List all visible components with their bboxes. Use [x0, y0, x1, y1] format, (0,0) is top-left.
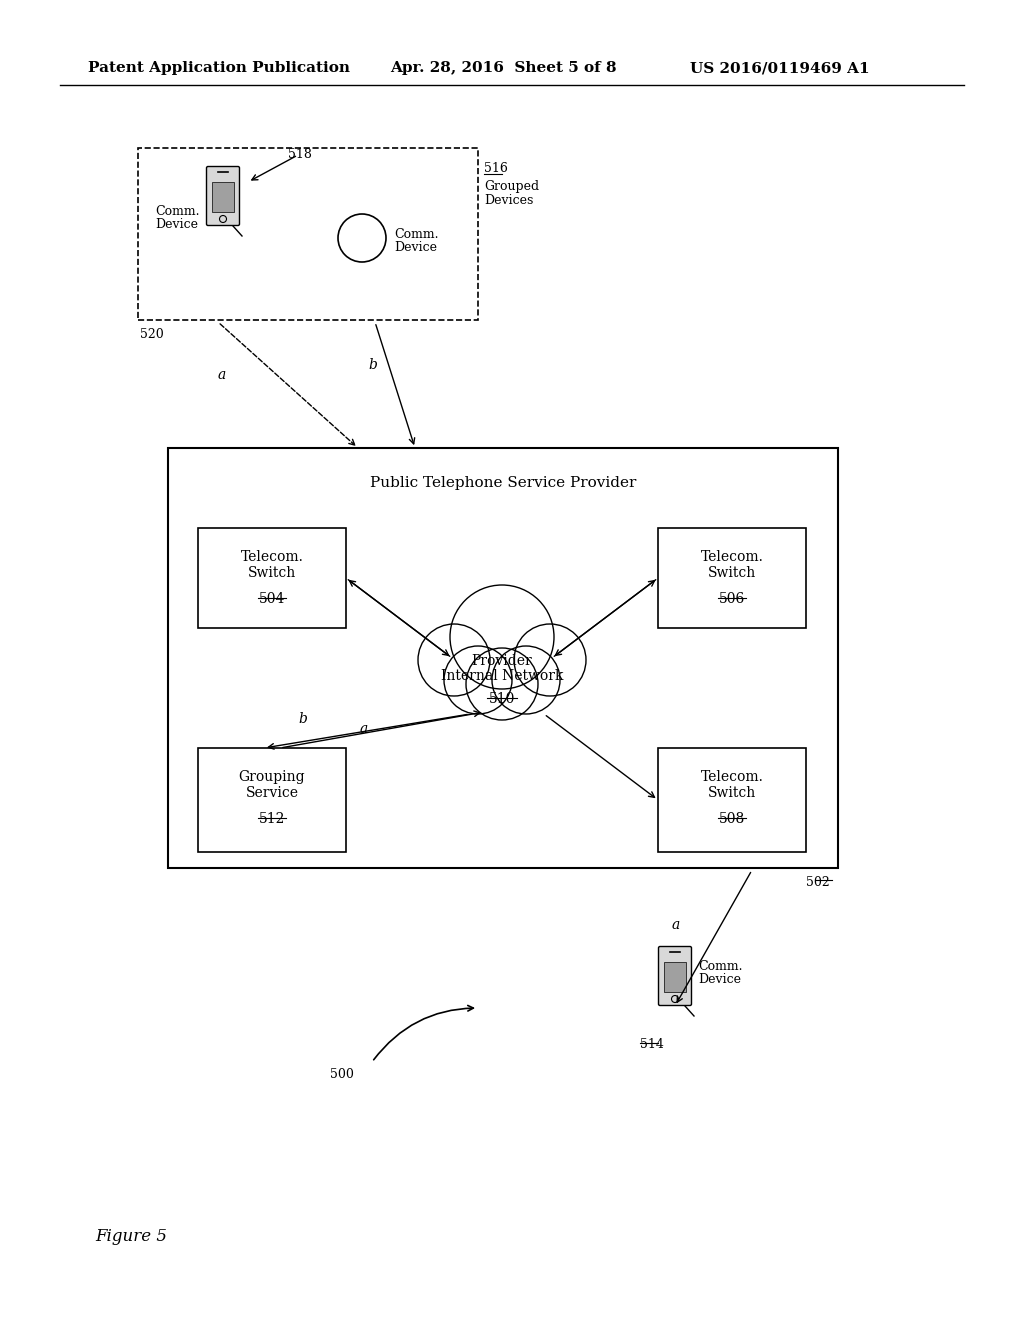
Text: Device: Device	[394, 242, 437, 253]
Text: Telecom.: Telecom.	[700, 550, 764, 564]
Text: Figure 5: Figure 5	[95, 1228, 167, 1245]
Text: a: a	[672, 917, 680, 932]
Circle shape	[450, 585, 554, 689]
Text: Public Telephone Service Provider: Public Telephone Service Provider	[370, 477, 636, 490]
Bar	[198, 528, 346, 628]
Bar	[664, 962, 686, 993]
Text: Patent Application Publication: Patent Application Publication	[88, 61, 350, 75]
Text: Apr. 28, 2016  Sheet 5 of 8: Apr. 28, 2016 Sheet 5 of 8	[390, 61, 616, 75]
Text: 506: 506	[719, 591, 745, 606]
FancyBboxPatch shape	[207, 166, 240, 226]
Circle shape	[418, 624, 490, 696]
FancyBboxPatch shape	[658, 946, 691, 1006]
Circle shape	[514, 624, 586, 696]
Text: Switch: Switch	[708, 566, 756, 579]
Text: Grouped: Grouped	[484, 180, 539, 193]
Bar	[168, 447, 838, 869]
Bar	[138, 148, 478, 319]
Text: Device: Device	[698, 973, 741, 986]
Text: Comm.: Comm.	[394, 228, 438, 242]
Text: 516: 516	[484, 162, 508, 176]
Text: Telecom.: Telecom.	[700, 770, 764, 784]
Bar	[658, 528, 806, 628]
Text: Comm.: Comm.	[698, 960, 742, 973]
Text: 502: 502	[806, 876, 830, 888]
Text: 504: 504	[259, 591, 286, 606]
Text: Switch: Switch	[708, 785, 756, 800]
Text: Service: Service	[246, 785, 299, 800]
Text: 514: 514	[640, 1038, 664, 1051]
Text: 512: 512	[259, 812, 286, 826]
Text: Comm.: Comm.	[155, 205, 200, 218]
Bar	[198, 748, 346, 851]
Circle shape	[466, 648, 538, 719]
Text: 518: 518	[288, 148, 312, 161]
Text: a: a	[218, 368, 226, 381]
Text: b: b	[298, 711, 307, 726]
Text: Device: Device	[155, 218, 198, 231]
Text: US 2016/0119469 A1: US 2016/0119469 A1	[690, 61, 869, 75]
Bar	[658, 748, 806, 851]
Text: a: a	[360, 722, 369, 737]
Text: 500: 500	[330, 1068, 354, 1081]
Text: Internal Network: Internal Network	[440, 669, 563, 682]
Text: Provider: Provider	[472, 653, 532, 668]
Text: b: b	[368, 358, 377, 372]
Text: 508: 508	[719, 812, 745, 826]
Text: 510: 510	[488, 692, 515, 706]
Text: Grouping: Grouping	[239, 770, 305, 784]
Text: 520: 520	[140, 327, 164, 341]
Text: Switch: Switch	[248, 566, 296, 579]
Text: Telecom.: Telecom.	[241, 550, 303, 564]
Bar	[212, 182, 234, 213]
Circle shape	[492, 645, 560, 714]
Circle shape	[444, 645, 512, 714]
Text: Devices: Devices	[484, 194, 534, 207]
